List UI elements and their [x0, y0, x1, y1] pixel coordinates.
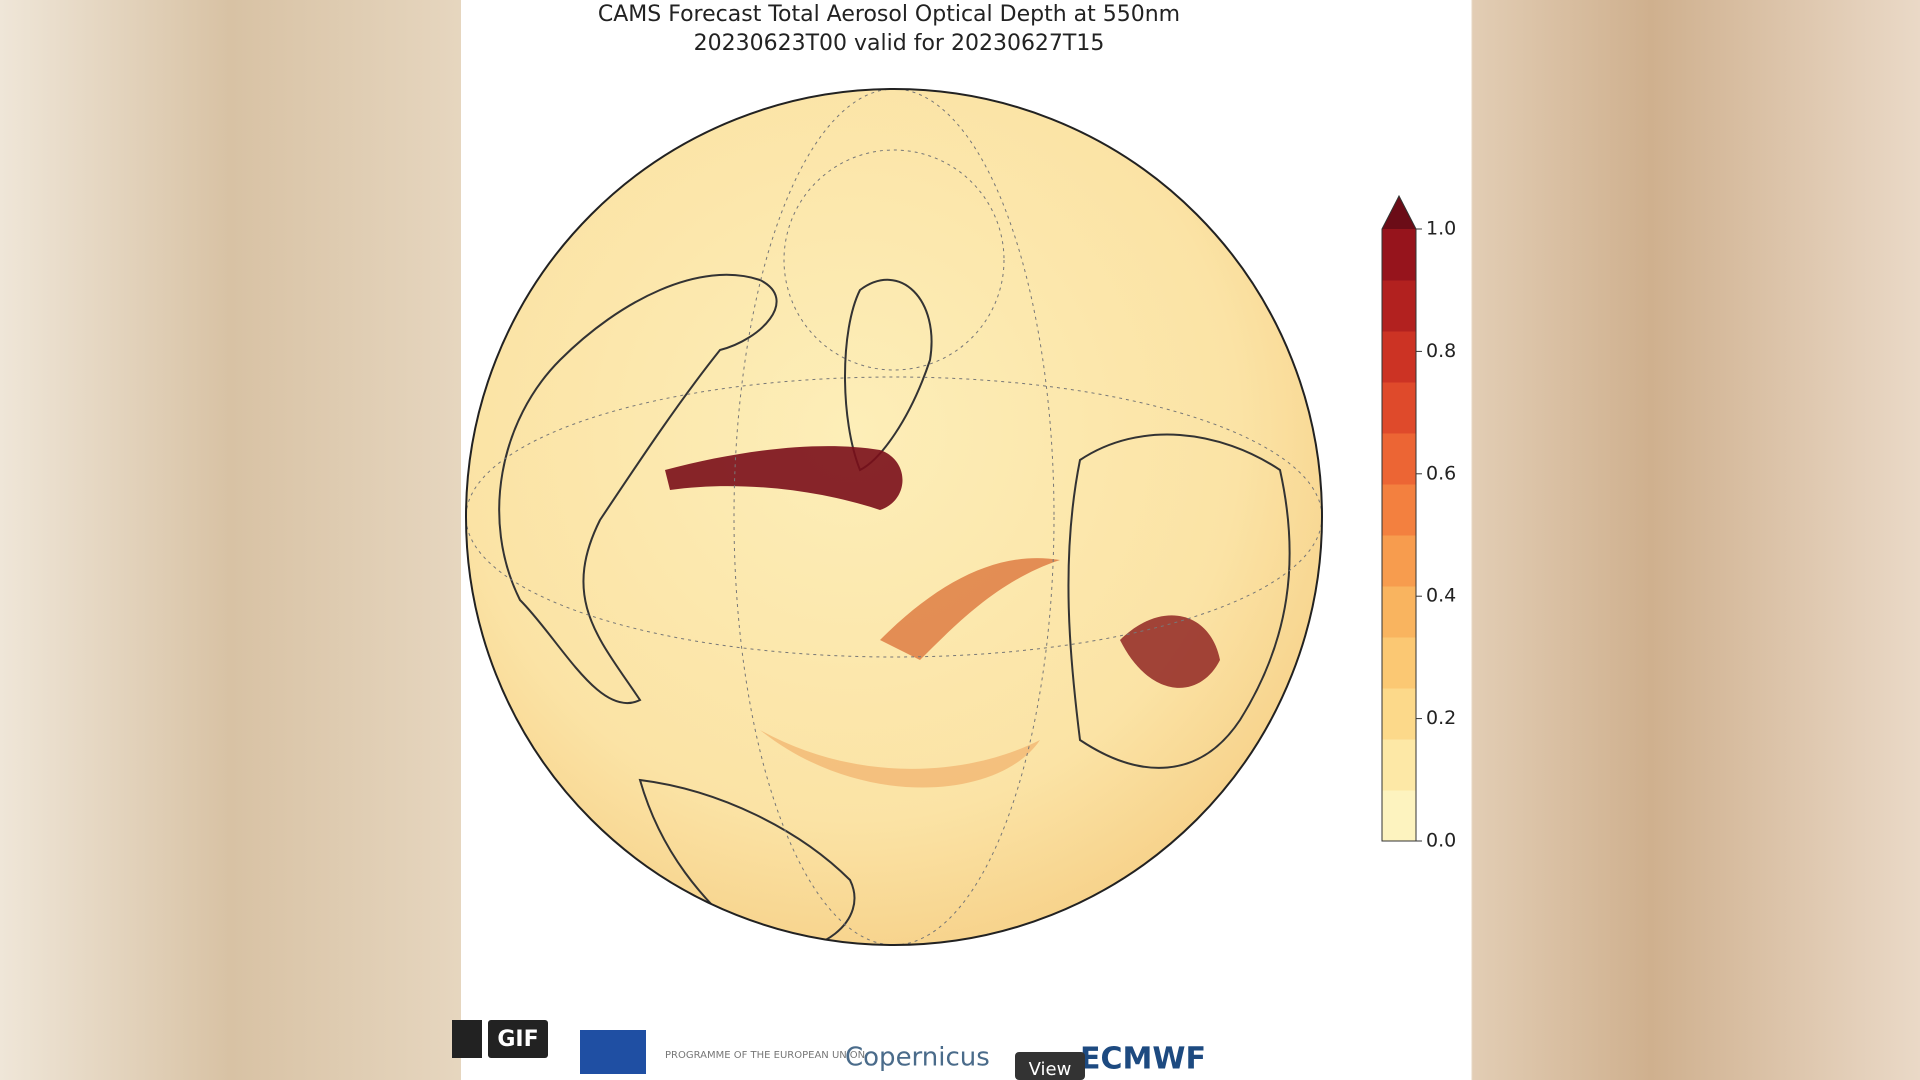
view-label: View [1029, 1059, 1072, 1080]
dust-band [760, 730, 1040, 788]
dust-plume [880, 558, 1060, 660]
colorbar-band [1382, 688, 1416, 740]
colorbar-extend [1382, 196, 1416, 229]
map-title: CAMS Forecast Total Aerosol Optical Dept… [598, 2, 1180, 27]
continent-africa-europe [1067, 433, 1291, 769]
view-button[interactable] [1015, 1052, 1085, 1080]
colorbar-band [1382, 637, 1416, 689]
ecmwf-logo: ECMWF [1080, 1042, 1206, 1077]
colorbar-band [1382, 280, 1416, 332]
colorbar-outline [1381, 194, 1417, 842]
gif-button[interactable] [488, 1020, 548, 1058]
colorbar-tick-label: 0.8 [1426, 340, 1456, 362]
colorbar: 0.0 0.2 0.4 0.6 0.8 1.0 [1381, 194, 1456, 852]
colorbar-band [1382, 484, 1416, 536]
colorbar-tick-label: 0.2 [1426, 707, 1456, 729]
globe-disc [466, 89, 1322, 945]
colorbar-tick-label: 0.6 [1426, 462, 1456, 484]
smoke-plume [665, 446, 903, 510]
dust-source [1120, 615, 1220, 688]
colorbar-band [1382, 229, 1416, 281]
copernicus-logo: Copernicus [845, 1043, 990, 1073]
continent-greenland [844, 278, 933, 472]
globe-outline [465, 88, 1323, 946]
colorbar-band [1382, 382, 1416, 434]
gif-label: GIF [497, 1027, 538, 1052]
colorbar-band [1382, 433, 1416, 485]
colorbar-band [1382, 790, 1416, 842]
graticule [783, 149, 1005, 371]
map-subtitle: 20230623T00 valid for 20230627T15 [694, 31, 1105, 56]
pause-button[interactable] [452, 1020, 482, 1058]
colorbar-band [1382, 586, 1416, 638]
eu-label: PROGRAMME OF THE EUROPEAN UNION [665, 1050, 865, 1061]
globe [466, 89, 1322, 945]
colorbar-band [1382, 331, 1416, 383]
continent-north-america [498, 273, 778, 704]
colorbar-band [1382, 535, 1416, 587]
colorbar-tick-label: 0.0 [1426, 830, 1456, 852]
graticule [733, 89, 1055, 945]
colorbar-tick-label: 1.0 [1426, 218, 1456, 240]
footer: GIF PROGRAMME OF THE EUROPEAN UNION Cope… [452, 1020, 1206, 1080]
continent-south-america [638, 778, 856, 945]
eu-flag [580, 1030, 646, 1074]
colorbar-band [1382, 739, 1416, 791]
colorbar-tick-label: 0.4 [1426, 585, 1456, 607]
